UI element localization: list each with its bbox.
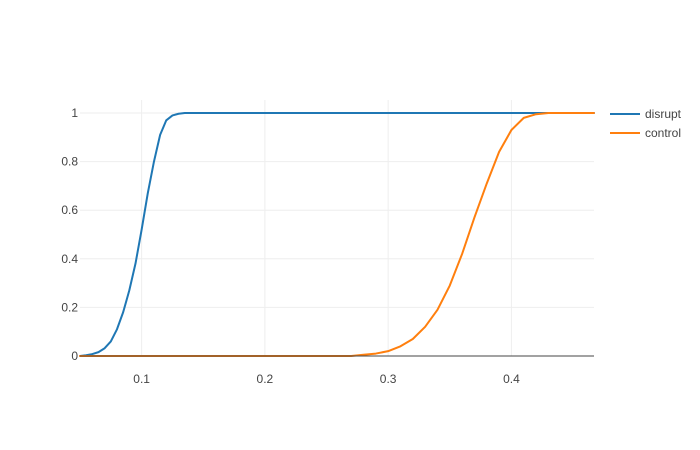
legend[interactable]: disrupt control — [610, 107, 682, 140]
legend-label: disrupt — [645, 107, 682, 121]
series-line-disrupt — [79, 112, 595, 357]
grid — [80, 100, 594, 356]
x-tick-label: 0.3 — [380, 372, 397, 386]
legend-label: control — [645, 126, 681, 140]
series-layer — [79, 112, 595, 357]
x-tick-label: 0.2 — [257, 372, 274, 386]
y-tick-label: 0 — [71, 349, 78, 363]
y-tick-label: 0.6 — [61, 203, 78, 217]
x-tick-label: 0.4 — [503, 372, 520, 386]
legend-item-control[interactable]: control — [610, 126, 681, 140]
x-tick-label: 0.1 — [133, 372, 150, 386]
series-line-control — [79, 112, 595, 357]
axes: 0.1 0.2 0.3 0.4 0 0.2 0.4 0.6 0.8 1 — [61, 106, 594, 386]
legend-item-disrupt[interactable]: disrupt — [610, 107, 682, 121]
y-tick-label: 0.8 — [61, 155, 78, 169]
y-tick-label: 0.4 — [61, 252, 78, 266]
y-tick-label: 0.2 — [61, 300, 78, 314]
y-tick-label: 1 — [71, 106, 78, 120]
